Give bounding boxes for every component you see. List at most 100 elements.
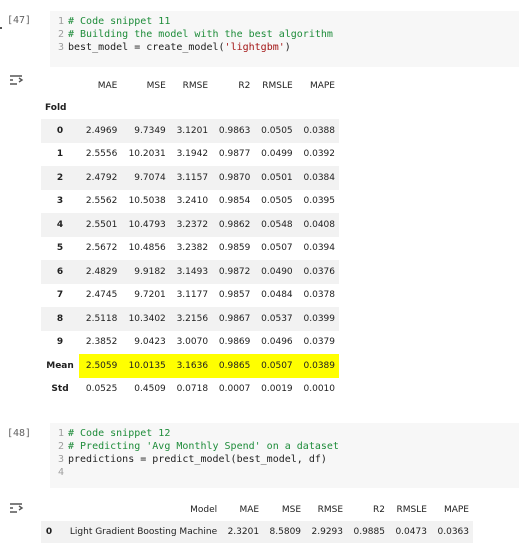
table-cell: 3.2410	[176, 196, 209, 207]
table-cell: 2.5501	[79, 213, 122, 237]
empty-header-cell	[121, 97, 169, 119]
table-cell: 0.0010	[296, 377, 339, 401]
table-cell: 0.0019	[254, 377, 297, 401]
metrics-dataframe: MAE MSE RMSE R2 RMSLE MAPE Fold 0 2.4969 9.7349…	[41, 75, 339, 401]
row-index: 3	[56, 196, 64, 207]
output-toggle-icon[interactable]	[9, 74, 25, 86]
row-index: 7	[56, 290, 64, 301]
table-row: 4 2.5501 10.4793 3.2372 0.9862 0.0548 0.0408	[41, 213, 339, 237]
code-cell-input[interactable]: 1 # Code snippet 11 2 # Building the model …	[50, 11, 519, 67]
table-cell: 2.5059	[79, 354, 122, 378]
code-line: 2 # Predicting 'Avg Monthly Spend' on a d…	[50, 440, 519, 453]
table-cell: 3.1201	[169, 119, 213, 143]
row-index: Std	[41, 377, 80, 401]
table-cell: 2.5672	[85, 243, 118, 254]
column-header: R2	[238, 81, 251, 91]
code-line: 3 best_model = create_model('lightgbm')	[50, 41, 519, 54]
table-cell: 0.0490	[254, 260, 297, 284]
column-header: MSE	[146, 81, 166, 91]
row-index: Mean	[41, 354, 80, 378]
cell-execution-count: [47]	[7, 15, 32, 26]
table-cell: 10.4793	[121, 213, 170, 237]
table-cell: 0.0473	[388, 521, 431, 543]
table-cell: 10.0135	[121, 354, 170, 378]
table-cell: 2.5562	[85, 196, 118, 207]
code-line: 1 # Code snippet 12	[50, 427, 519, 440]
table-cell: 9.9182	[121, 260, 170, 284]
row-index: 1	[56, 149, 64, 160]
table-cell: 0.0718	[169, 377, 213, 401]
table-cell: 3.0070	[176, 337, 209, 348]
table-cell: 0.0501	[254, 166, 297, 190]
table-cell: 0.9857	[218, 290, 251, 301]
table-cell: 0.9885	[347, 521, 389, 543]
empty-header-cell	[79, 97, 121, 119]
row-index: 8	[41, 307, 80, 331]
line-number: 2	[57, 441, 64, 452]
cell-execution-count: [48]	[7, 428, 32, 439]
table-cell: 0.4509	[121, 377, 170, 401]
index-name: Fold	[45, 103, 67, 113]
table-cell: 3.1157	[169, 166, 213, 190]
row-index: 5	[56, 243, 64, 254]
table-cell: 0.9869	[218, 337, 251, 348]
table-cell: 0.9867	[212, 307, 255, 331]
table-cell: 0.0388	[296, 119, 339, 143]
table-row: Mean 2.5059 10.0135 3.1636 0.9865 0.0507 0.038…	[41, 354, 339, 378]
code-line: 2 # Building the model with the best algo…	[50, 28, 519, 41]
table-cell: 0.0363	[430, 521, 473, 543]
empty-header-cell	[170, 97, 212, 119]
code-text: predictions = predict_model(best_model, …	[68, 454, 327, 465]
table-cell: 0.0378	[303, 290, 336, 301]
table-cell: 0.0496	[261, 337, 293, 348]
row-index: 6	[41, 260, 80, 284]
table-cell: 0.0507	[254, 354, 297, 378]
table-row: 6 2.4829 9.9182 3.1493 0.9872 0.0490 0.0376	[41, 260, 339, 284]
code-comment: # Building the model with the best algor…	[68, 29, 333, 40]
table-cell: 10.3402	[121, 307, 170, 331]
predictions-dataframe: Model MAE MSE RMSE R2 RMSLE MAPE 0 Light Gradie…	[41, 499, 473, 543]
column-header: RMSE	[317, 505, 344, 515]
table-cell: 3.1942	[176, 149, 209, 160]
code-cell-input[interactable]: 1 # Code snippet 12 2 # Predicting 'Avg Mon…	[50, 423, 519, 488]
table-cell: 2.3852	[85, 337, 118, 348]
table-cell: 2.4829	[79, 260, 122, 284]
table-cell: 2.5118	[79, 307, 122, 331]
table-cell: 3.1493	[169, 260, 213, 284]
column-header: R2	[373, 505, 385, 515]
model-name-cell: Light Gradient Boosting Machine	[56, 521, 222, 543]
table-cell: 0.9870	[212, 166, 255, 190]
code-comment: # Code snippet 11	[68, 16, 171, 27]
column-header: RMSE	[182, 81, 209, 91]
row-index: 0	[41, 119, 80, 143]
table-row: Std 0.0525 0.4509 0.0718 0.0007 0.0019 0.0010	[41, 377, 339, 401]
table-cell: 2.4792	[79, 166, 122, 190]
table-row: 1 2.5556 10.2031 3.1942 0.9877 0.0499 0.0392	[41, 143, 339, 167]
table-cell: 0.0395	[303, 196, 336, 207]
corner-cell	[41, 499, 56, 521]
column-header: MAPE	[309, 81, 335, 91]
table-cell: 0.9854	[218, 196, 251, 207]
table-cell: 0.0392	[303, 149, 336, 160]
column-header: MAPE	[443, 505, 469, 515]
code-line: 4	[50, 466, 519, 479]
line-number: 1	[57, 16, 64, 27]
table-cell: 0.9862	[212, 213, 255, 237]
row-index: 0	[41, 521, 57, 543]
output-toggle-icon[interactable]	[9, 502, 25, 514]
line-number: 2	[57, 29, 64, 40]
table-cell: 8.5809	[263, 521, 306, 543]
table-cell: 3.2156	[169, 307, 213, 331]
table-row: 8 2.5118 10.3402 3.2156 0.9867 0.0537 0.0399	[41, 307, 339, 331]
table-cell: 2.4969	[79, 119, 122, 143]
table-row: 0 2.4969 9.7349 3.1201 0.9863 0.0505 0.0388	[41, 119, 339, 143]
table-cell: 0.0379	[303, 337, 336, 348]
line-number: 3	[57, 454, 64, 465]
table-cell: 2.9293	[305, 521, 348, 543]
table-row: 0 Light Gradient Boosting Machine 2.3201 8.…	[41, 521, 473, 543]
table-cell: 0.0376	[296, 260, 339, 284]
table-cell: 3.1177	[176, 290, 209, 301]
row-index: 4	[41, 213, 80, 237]
table-cell: 0.0007	[212, 377, 255, 401]
code-line: 3 predictions = predict_model(best_model,…	[50, 453, 519, 466]
